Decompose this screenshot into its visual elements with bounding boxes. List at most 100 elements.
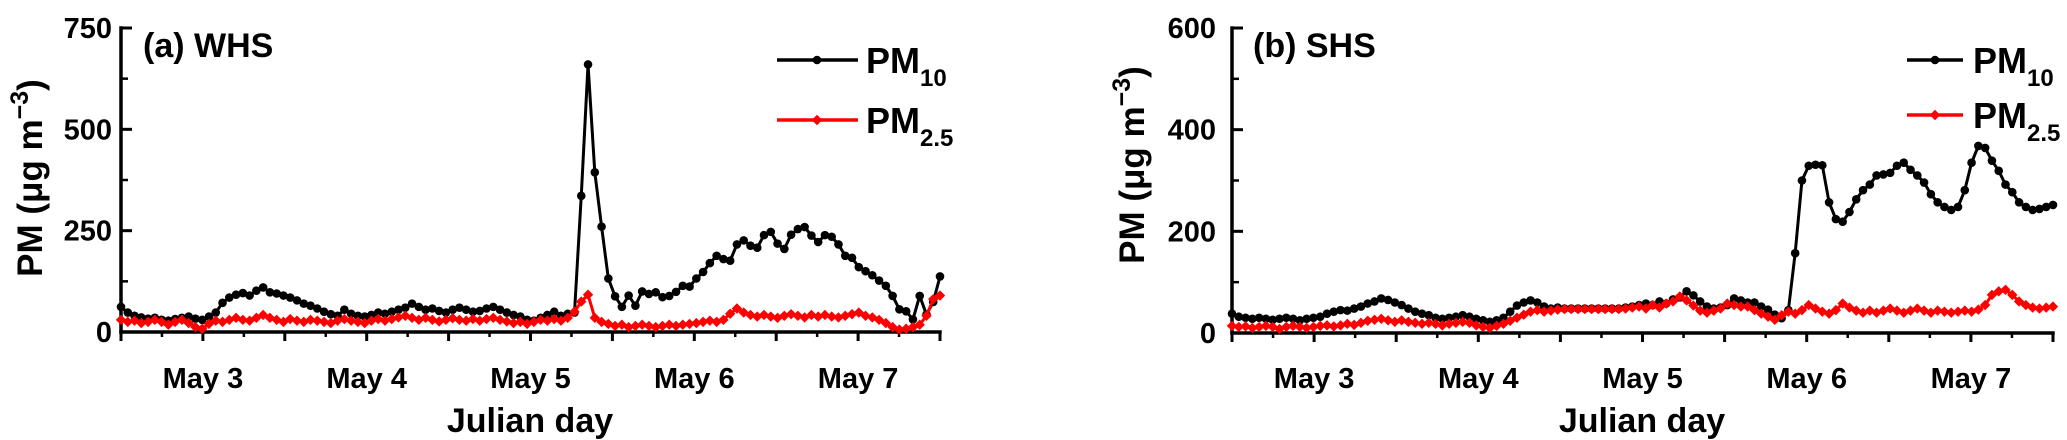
series-PM2.5-marker	[345, 315, 357, 326]
series-PM10-marker	[1994, 166, 2004, 176]
series-PM10-marker	[1865, 180, 1875, 189]
legend-PM2.5-label: PM2.5	[1973, 95, 2060, 147]
series-PM10-marker	[895, 305, 904, 314]
series-PM2.5-marker	[1566, 303, 1577, 315]
series-PM2.5-marker	[826, 311, 837, 322]
series-PM2.5-marker	[1979, 299, 1991, 311]
series-PM2.5-marker	[650, 321, 661, 333]
legend-PM10-marker	[1930, 55, 1940, 65]
series-PM10-marker	[428, 304, 437, 313]
series-PM10-marker	[285, 293, 295, 302]
series-PM2.5-marker	[1722, 298, 1733, 309]
series-PM2.5-marker	[2013, 296, 2025, 307]
series-PM2.5-marker	[1247, 322, 1258, 334]
series-PM10-marker	[549, 307, 559, 317]
series-PM2.5-marker	[589, 312, 601, 324]
series-PM10-marker	[1376, 294, 1386, 303]
series-PM10-marker	[1458, 310, 1467, 320]
y-tick-label: 600	[1168, 13, 1216, 45]
series-PM10-marker	[1356, 302, 1366, 311]
series-PM10-marker	[1397, 300, 1406, 310]
series-PM2.5-marker	[1939, 306, 1950, 317]
series-PM10-marker	[1885, 168, 1895, 178]
series-PM10-marker	[692, 274, 701, 283]
series-PM10-marker	[590, 167, 600, 177]
series-PM10-marker	[306, 301, 315, 310]
series-PM10-marker	[468, 307, 478, 317]
series-PM10-marker	[1872, 171, 1881, 180]
series-PM10-marker	[123, 308, 133, 317]
series-PM2.5-marker	[1382, 315, 1394, 326]
x-tick-label: May 6	[654, 363, 735, 395]
series-PM10-marker	[394, 305, 403, 315]
y-ticks	[121, 26, 132, 283]
series-PM10-marker	[252, 286, 261, 295]
chart-whs-render-root: 0 250 500 750 May 3 May 4 May 5 May 6 May 7 PM (μ…	[6, 13, 953, 395]
series-PM10-markers	[116, 60, 945, 325]
series-PM2.5-marker	[305, 314, 316, 326]
series-PM2.5-marker	[609, 320, 621, 332]
series-PM10-marker	[712, 251, 721, 261]
series-PM10-marker	[414, 302, 424, 312]
series-PM10-marker	[1960, 185, 1970, 195]
series-PM2.5-marker	[1796, 304, 1808, 316]
series-PM2.5-marker	[2007, 289, 2018, 301]
series-PM2.5-marker	[1504, 315, 1516, 326]
x-tick-label: May 7	[818, 363, 899, 395]
series-PM2.5-marker	[724, 308, 736, 319]
series-PM2.5-marker	[684, 318, 695, 330]
series-PM10-marker	[739, 236, 749, 245]
series-PM10-marker	[658, 292, 667, 302]
x-axis-title-whs: Julian day	[447, 402, 613, 440]
series-PM2.5-marker	[867, 312, 878, 323]
chart-panel-whs: 0 250 500 750 May 3 May 4 May 5 May 6 May 7 PM (μ…	[6, 13, 953, 440]
series-PM2.5-marker	[894, 324, 905, 335]
series-PM2.5-marker	[1532, 304, 1543, 316]
series-PM10-line	[120, 62, 942, 323]
legend-PM10-marker	[812, 55, 822, 65]
series-PM2.5-marker	[1599, 303, 1611, 315]
series-PM2.5-marker	[657, 320, 668, 332]
series-PM10-marker	[881, 281, 891, 291]
series-PM10-marker	[1987, 156, 1997, 165]
series-PM2.5-marker	[1769, 314, 1781, 325]
series-PM2.5-marker	[1959, 305, 1970, 316]
series-PM10-marker	[1383, 295, 1393, 305]
series-PM10-marker	[1417, 309, 1427, 318]
series-PM10-marker	[1329, 307, 1339, 316]
series-PM2.5-marker	[616, 319, 628, 330]
series-PM2.5-marker	[1226, 320, 1238, 332]
series-PM10-marker	[367, 310, 376, 320]
series-PM2.5-marker	[846, 308, 858, 320]
series-PM2.5-marker	[1627, 302, 1638, 313]
series-PM2.5-marker	[1579, 303, 1591, 315]
series-PM2.5-marker	[576, 296, 587, 307]
series-PM10-marker	[664, 291, 674, 301]
series-PM10-marker	[2041, 202, 2051, 212]
series-PM10-marker	[725, 256, 735, 265]
series-PM2.5-marker	[237, 314, 249, 326]
series-PM10-marker	[2001, 180, 2010, 189]
series-PM10-marker	[1729, 294, 1739, 303]
series-PM10-marker	[610, 292, 620, 301]
series-PM10-marker	[1363, 299, 1373, 308]
series-PM10-marker	[1892, 161, 1902, 171]
series-PM10-marker	[1838, 217, 1847, 226]
y-tick-label: 250	[64, 216, 112, 248]
series-PM10-line	[1231, 144, 2054, 324]
series-PM10-marker	[516, 312, 525, 321]
series-PM10-marker	[1831, 214, 1841, 224]
series-PM2.5-marker	[914, 319, 925, 330]
series-PM2.5-marker	[1986, 289, 1998, 301]
series-PM10-marker	[279, 291, 288, 300]
series-PM10-marker	[576, 191, 586, 201]
series-PM2.5-marker	[779, 310, 790, 321]
series-PM10-marker	[874, 276, 884, 285]
series-PM10-marker	[455, 303, 464, 312]
series-PM10-marker	[1858, 185, 1868, 195]
series-PM2.5-marker	[1803, 299, 1814, 311]
series-PM10-marker	[888, 291, 897, 301]
series-PM10-marker	[759, 230, 769, 240]
series-PM10-marker	[543, 310, 552, 320]
